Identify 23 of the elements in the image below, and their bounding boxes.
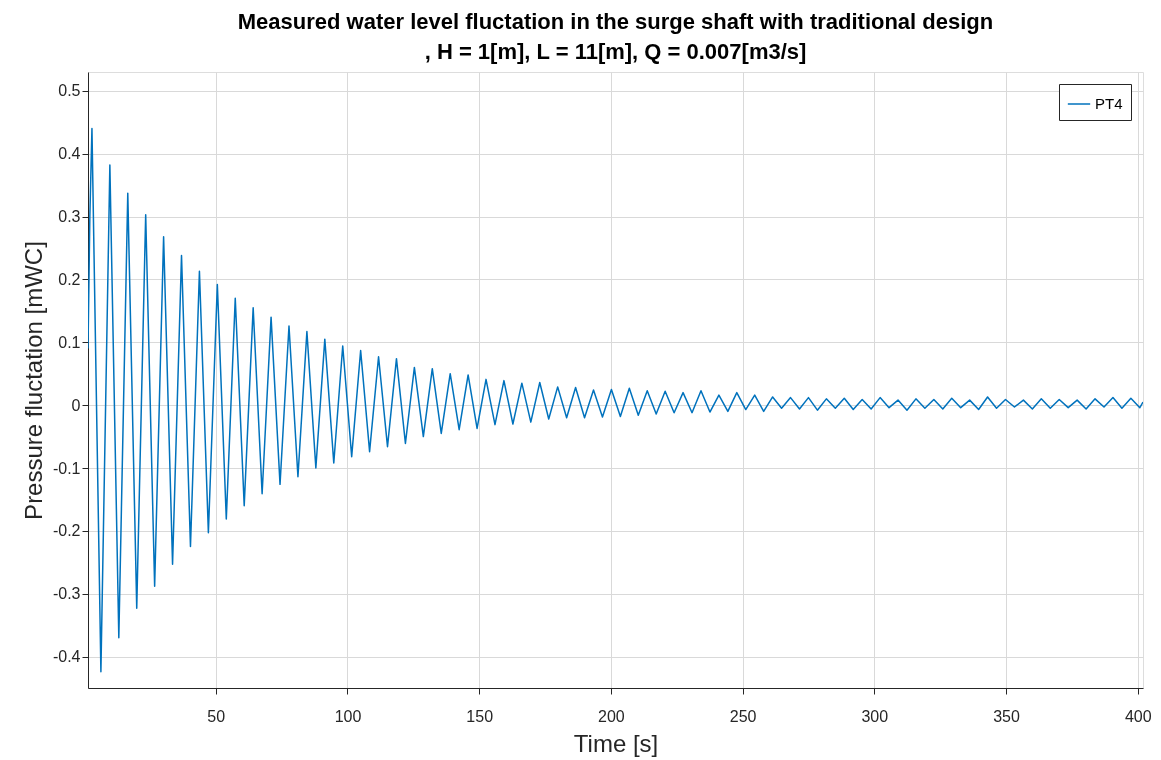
y-tick-label: -0.1 — [52, 459, 81, 477]
y-tick-label: 0 — [71, 396, 81, 414]
x-axis-title: Time [s] — [573, 729, 659, 757]
x-tick-label: 100 — [334, 707, 362, 725]
x-tick-label: 350 — [993, 707, 1020, 725]
line-series — [88, 127, 1143, 673]
y-tick-label: 0.2 — [58, 270, 81, 288]
x-tick-label: 50 — [207, 707, 226, 725]
x-tick-label: 400 — [1124, 707, 1152, 725]
x-tick-label: 200 — [598, 707, 625, 725]
y-tick-label: 0.3 — [58, 208, 81, 226]
y-tick-label: 0.1 — [58, 333, 81, 351]
legend-label: PT4 — [1095, 95, 1123, 112]
x-tick-label: 300 — [861, 707, 889, 725]
y-tick-label: -0.2 — [52, 522, 81, 540]
x-tick-label: 150 — [466, 707, 494, 725]
y-tick-label: 0.5 — [58, 82, 81, 100]
y-tick-label: 0.4 — [58, 145, 81, 163]
y-axis-title: Pressure fluctation [mWC] — [19, 241, 47, 520]
y-tick-label: -0.3 — [52, 585, 81, 603]
x-tick-label: 250 — [729, 707, 757, 725]
chart-title: Measured water level fluctation in the surge shaft with traditional design , H = 1[m], L = 11[m], Q = 0.007[m3/s] — [237, 9, 994, 64]
y-tick-label: -0.4 — [52, 648, 81, 666]
